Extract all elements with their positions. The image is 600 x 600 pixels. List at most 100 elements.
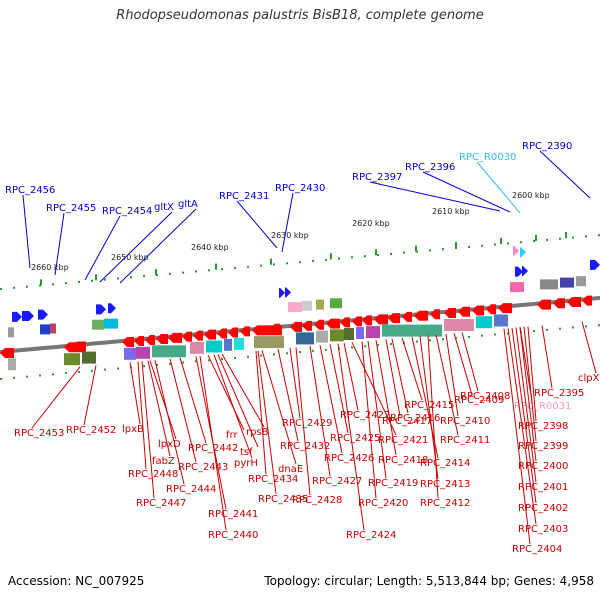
- label-leader: [361, 341, 377, 499]
- reverse-gene-arrow: [156, 333, 168, 344]
- reverse-gene-arrow: [582, 295, 592, 306]
- cog-block: [190, 341, 204, 354]
- scale-dot: [351, 346, 353, 349]
- scale-dot: [481, 244, 483, 247]
- scale-dot: [169, 362, 171, 365]
- scale-dot: [312, 259, 314, 262]
- scale-label: 2600 kbp: [512, 191, 550, 200]
- scale-dot: [65, 282, 67, 285]
- label-leader: [217, 354, 259, 448]
- label-leader: [199, 355, 227, 531]
- reverse-gene-arrow: [193, 330, 203, 341]
- reverse-gene-arrow: [314, 319, 324, 330]
- cog-block: [356, 327, 364, 339]
- reverse-gene-arrow: [352, 316, 362, 327]
- scale-dot: [260, 354, 262, 357]
- genome-title: Rhodopseudomonas palustris BisB18, compl…: [116, 8, 484, 23]
- scale-dot: [26, 285, 28, 288]
- scale-dot: [468, 245, 470, 248]
- gene-label-RPC_2427: RPC_2427: [312, 476, 362, 487]
- scale-dot: [598, 324, 600, 327]
- gene-label-tsf: tsf: [240, 447, 253, 458]
- cog-block: [576, 276, 586, 287]
- gene-label-gltX: gltX: [154, 202, 174, 213]
- reverse-gene-arrow: [270, 323, 280, 334]
- gene-label-dnaE: dnaE: [278, 464, 303, 475]
- label-leader: [255, 350, 267, 475]
- scale-tick: [40, 279, 42, 286]
- scale-dot: [143, 275, 145, 278]
- gene-label-RPC_2447: RPC_2447: [136, 498, 186, 509]
- reverse-gene-arrow: [340, 317, 350, 328]
- label-leader: [515, 327, 537, 483]
- genome-summary: Topology: circular; Length: 5,513,844 bp…: [264, 574, 594, 588]
- reverse-gene-arrow: [168, 332, 182, 343]
- scale-dot: [0, 288, 2, 290]
- scale-dot: [325, 348, 327, 351]
- label-leader: [507, 328, 537, 525]
- forward-gene-arrow: [108, 303, 116, 314]
- scale-dot: [208, 269, 210, 272]
- forward-gene-arrow: [279, 287, 285, 298]
- scale-dot: [299, 261, 301, 264]
- scale-dot: [585, 325, 587, 328]
- reverse-gene-arrow: [553, 298, 565, 309]
- cog-block: [296, 332, 314, 345]
- scale-dot: [182, 361, 184, 364]
- gene-label-RPC_2416: RPC_2416: [390, 413, 440, 424]
- scale-dot: [182, 271, 184, 274]
- reverse-gene-arrow: [430, 309, 440, 320]
- gene-label-RPC_2412: RPC_2412: [420, 498, 470, 509]
- scale-label: 2630 kbp: [271, 231, 309, 240]
- gene-label-RPC_2418: RPC_2418: [378, 455, 428, 466]
- label-leader: [169, 358, 197, 463]
- scale-dot: [78, 371, 80, 373]
- label-leader: [295, 347, 311, 496]
- scale-dot: [507, 332, 509, 335]
- cog-block: [254, 336, 284, 349]
- gene-label-RPC_2435: RPC_2435: [258, 494, 308, 505]
- label-leader: [375, 340, 397, 456]
- scale-dot: [312, 349, 314, 352]
- gene-label-frr: frr: [226, 430, 238, 441]
- reverse-gene-arrow: [290, 321, 302, 332]
- scale-dot: [91, 279, 93, 282]
- scale-dot: [52, 373, 54, 376]
- scale-dot: [559, 237, 561, 240]
- misc-feature: [513, 245, 519, 256]
- cog-block: [344, 328, 354, 340]
- cog-block: [330, 298, 342, 309]
- gene-label-RPC_2403: RPC_2403: [518, 524, 568, 535]
- cog-block: [152, 345, 186, 358]
- label-leader: [411, 336, 439, 459]
- label-leader: [369, 181, 501, 212]
- accession-text: Accession: NC_007925: [8, 574, 145, 588]
- gene-label-RPC_2443: RPC_2443: [178, 462, 228, 473]
- label-leader: [445, 333, 459, 417]
- scale-dot: [65, 372, 67, 375]
- gene-label-RPC_2414: RPC_2414: [420, 458, 470, 469]
- scale-dot: [572, 326, 574, 329]
- reverse-gene-arrow: [567, 296, 581, 307]
- label-leader: [22, 194, 31, 269]
- gene-label-RPC_2410: RPC_2410: [440, 416, 490, 427]
- label-leader: [281, 192, 294, 253]
- gene-label-fabZ: fabZ: [152, 456, 175, 467]
- label-leader: [179, 357, 207, 444]
- label-leader: [523, 326, 537, 442]
- label-leader: [319, 345, 343, 454]
- forward-gene-arrow: [12, 311, 22, 322]
- gene-label-RPC_2419: RPC_2419: [368, 478, 418, 489]
- scale-dot: [91, 369, 93, 372]
- gene-label-RPC_2444: RPC_2444: [166, 484, 216, 495]
- label-leader: [277, 348, 299, 442]
- cog-block: [560, 277, 574, 288]
- gene-label-RPC_2448: RPC_2448: [128, 469, 178, 480]
- label-leader: [401, 337, 423, 401]
- scale-dot: [39, 284, 41, 287]
- label-leader: [54, 212, 65, 276]
- reverse-gene-arrow: [0, 348, 14, 358]
- label-leader: [99, 211, 173, 283]
- gene-label-RPC_2408: RPC_2408: [460, 391, 510, 402]
